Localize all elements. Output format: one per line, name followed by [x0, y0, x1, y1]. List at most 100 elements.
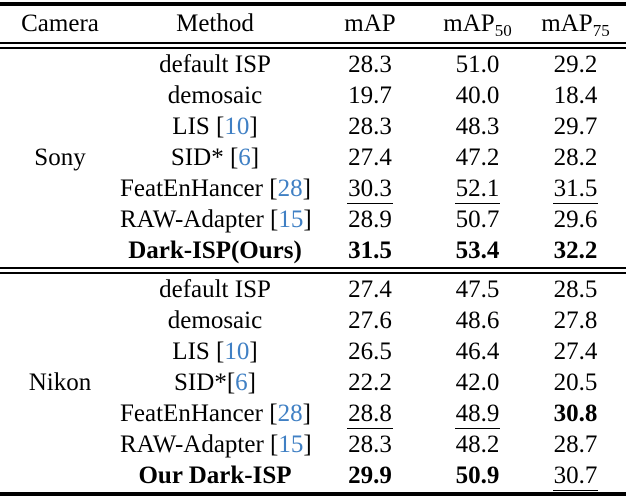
map-value: 31.5: [348, 237, 392, 265]
table-row: FeatEnHancer [28] 30.3 52.1 31.5: [120, 174, 626, 205]
section-separator-rule: [0, 267, 626, 274]
map50-value: 50.7: [455, 206, 500, 234]
method-cell: SID* [6]: [120, 144, 310, 172]
map50-value: 42.0: [455, 368, 500, 396]
method-cell: default ISP: [120, 51, 310, 79]
table-row: default ISP 27.4 47.5 28.5: [120, 274, 626, 305]
header-map: mAP: [344, 10, 396, 37]
method-text-suffix: ]: [302, 400, 311, 428]
citation-link[interactable]: 15: [278, 431, 304, 459]
bottom-margin: [0, 496, 626, 504]
method-cell: default ISP: [120, 276, 310, 304]
map75-value: 28.7: [553, 431, 598, 459]
map75-value: 31.5: [552, 174, 599, 204]
method-text: FeatEnHancer [: [120, 175, 278, 203]
map-value: 22.2: [348, 368, 392, 396]
method-cell: demosaic: [120, 307, 310, 335]
table-row: SID* [6] 27.4 47.2 28.2: [120, 142, 626, 173]
map75-value: 27.8: [553, 306, 598, 334]
method-text-suffix: ]: [302, 175, 311, 203]
method-cell: RAW-Adapter [15]: [120, 206, 312, 234]
map50-value: 47.5: [455, 275, 500, 303]
map75-value: 29.6: [553, 206, 598, 234]
method-cell: LIS [10]: [120, 338, 310, 366]
method-cell: Our Dark-ISP: [138, 462, 292, 490]
map50-value: 48.9: [454, 399, 501, 429]
section-sony-rows: default ISP 28.3 51.0 29.2 demosaic 19.7…: [120, 49, 626, 267]
camera-label-nikon: Nikon: [28, 369, 92, 396]
citation-link[interactable]: 6: [238, 143, 251, 171]
map-value: 19.7: [348, 81, 392, 109]
method-text-suffix: ]: [249, 112, 258, 140]
method-text: SID* [: [170, 143, 239, 171]
map75-value: 30.7: [552, 461, 599, 491]
table-row: RAW-Adapter [15] 28.9 50.7 29.6: [120, 205, 626, 236]
citation-link[interactable]: 10: [224, 337, 250, 365]
map50-value: 40.0: [455, 81, 500, 109]
method-cell: FeatEnHancer [28]: [120, 175, 311, 203]
map-value: 26.5: [348, 337, 392, 365]
citation-link[interactable]: 28: [277, 175, 303, 203]
method-cell: Dark-ISP(Ours): [128, 237, 302, 265]
map75-value: 28.2: [553, 143, 598, 171]
method-text: demosaic: [167, 306, 263, 334]
table-row: RAW-Adapter [15] 28.3 48.2 28.7: [120, 430, 626, 461]
header-separator-rule: [0, 42, 626, 49]
method-cell: FeatEnHancer [28]: [120, 400, 311, 428]
method-text-suffix: ]: [247, 368, 256, 396]
table-row: default ISP 28.3 51.0 29.2: [120, 49, 626, 80]
method-cell: RAW-Adapter [15]: [120, 431, 312, 459]
table-top-rule: [0, 2, 626, 6]
map-value: 29.9: [348, 462, 392, 490]
method-text: default ISP: [159, 275, 271, 303]
map50-value: 48.6: [455, 306, 500, 334]
map50-value: 50.9: [455, 462, 500, 490]
table-row: FeatEnHancer [28] 28.8 48.9 30.8: [120, 399, 626, 430]
map-value: 27.4: [348, 275, 392, 303]
map-value: 28.3: [348, 112, 392, 140]
header-map75-subscript: 75: [592, 21, 610, 40]
map-value: 28.3: [348, 431, 392, 459]
table-header-row: Camera Method mAP mAP50 mAP75: [0, 6, 626, 42]
citation-link[interactable]: 6: [235, 368, 248, 396]
map50-value: 51.0: [455, 50, 500, 78]
table-row-ours: Dark-ISP(Ours) 31.5 53.4 32.2: [120, 236, 626, 267]
table-row: LIS [10] 28.3 48.3 29.7: [120, 111, 626, 142]
map-value: 30.3: [347, 174, 393, 204]
method-cell: SID*[6]: [120, 369, 310, 397]
method-text-suffix: ]: [249, 337, 258, 365]
map50-value: 53.4: [455, 237, 500, 265]
citation-link[interactable]: 15: [278, 206, 304, 234]
method-text: SID*[: [174, 368, 236, 396]
table-row: demosaic 19.7 40.0 18.4: [120, 80, 626, 111]
method-cell: demosaic: [120, 82, 310, 110]
header-map75: mAP75: [541, 10, 610, 40]
map75-value: 29.2: [553, 50, 598, 78]
method-text: RAW-Adapter [: [120, 206, 279, 234]
map-value: 27.6: [348, 306, 392, 334]
method-text: FeatEnHancer [: [120, 400, 278, 428]
map50-value: 47.2: [455, 143, 500, 171]
citation-link[interactable]: 10: [224, 112, 250, 140]
method-text: default ISP: [159, 50, 271, 78]
method-text: LIS [: [172, 337, 225, 365]
header-camera: Camera: [21, 10, 99, 37]
map50-value: 52.1: [454, 174, 501, 204]
method-cell: LIS [10]: [120, 113, 310, 141]
section-nikon-rows: default ISP 27.4 47.5 28.5 demosaic 27.6…: [120, 274, 626, 492]
header-map50-subscript: 50: [494, 21, 512, 40]
method-text: LIS [: [172, 112, 225, 140]
table-row-ours: Our Dark-ISP 29.9 50.9 30.7: [120, 461, 626, 492]
map50-value: 48.3: [455, 112, 500, 140]
citation-link[interactable]: 28: [277, 400, 303, 428]
table-row: SID*[6] 22.2 42.0 20.5: [120, 367, 626, 398]
table-row: LIS [10] 26.5 46.4 27.4: [120, 336, 626, 367]
table-bottom-rule: [0, 492, 626, 496]
section-sony: Sony default ISP 28.3 51.0 29.2 demosaic…: [0, 49, 626, 267]
table-row: demosaic 27.6 48.6 27.8: [120, 305, 626, 336]
section-nikon: Nikon default ISP 27.4 47.5 28.5 demosai…: [0, 274, 626, 492]
method-text: RAW-Adapter [: [120, 431, 279, 459]
map50-value: 46.4: [455, 337, 500, 365]
method-text-suffix: ]: [303, 431, 312, 459]
